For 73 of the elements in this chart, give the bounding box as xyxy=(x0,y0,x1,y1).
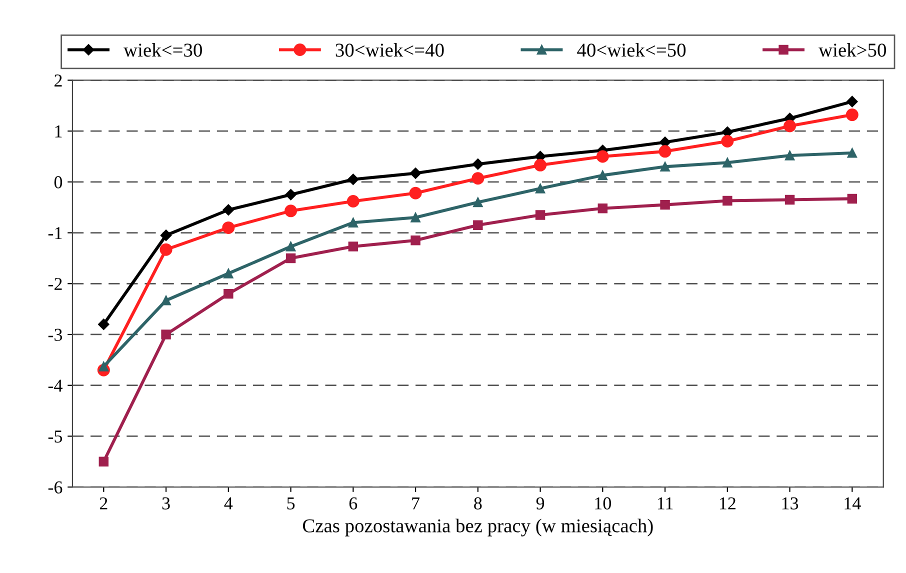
point xyxy=(98,362,109,372)
point xyxy=(784,120,796,132)
point xyxy=(473,197,483,208)
point xyxy=(658,145,672,158)
point xyxy=(409,186,422,200)
point xyxy=(598,204,608,214)
y-tick-label: -6 xyxy=(48,481,62,494)
point xyxy=(784,150,795,160)
point xyxy=(160,243,172,256)
point xyxy=(722,196,732,206)
point xyxy=(721,134,734,148)
point xyxy=(410,212,420,222)
y-tick-label: -2 xyxy=(48,278,62,290)
x-tick-label: 12 xyxy=(720,497,736,510)
point xyxy=(660,200,670,210)
point xyxy=(348,174,359,185)
x-tick-label: 10 xyxy=(595,497,612,510)
point xyxy=(473,220,483,230)
point xyxy=(348,218,358,228)
point xyxy=(410,236,420,246)
point xyxy=(472,158,484,170)
legend-label: wiek<=30 xyxy=(124,43,202,57)
x-axis-title: Czas pozostawania bez pracy (w miesiącach) xyxy=(302,518,653,536)
x-tick-label: 14 xyxy=(844,497,861,510)
x-tick-label: 5 xyxy=(287,497,295,510)
x-tick-label: 11 xyxy=(658,497,673,510)
x-tick-label: 2 xyxy=(100,497,108,510)
point xyxy=(222,221,235,234)
point xyxy=(161,330,171,340)
point xyxy=(784,194,795,205)
x-tick-label: 9 xyxy=(536,497,544,510)
point xyxy=(596,150,609,163)
point xyxy=(286,253,296,264)
x-tick-label: 6 xyxy=(349,497,358,510)
point xyxy=(660,162,670,172)
point xyxy=(846,96,858,108)
legend-label: 40<wiek<=50 xyxy=(577,43,686,57)
y-tick-label: -1 xyxy=(48,227,62,240)
x-tick-label: 3 xyxy=(162,497,170,510)
point xyxy=(160,230,172,241)
y-tick-label: -4 xyxy=(48,380,62,392)
point xyxy=(722,158,732,168)
point xyxy=(534,158,547,172)
point xyxy=(286,242,296,252)
y-tick-label: 2 xyxy=(54,74,62,86)
y-tick-label: -3 xyxy=(48,328,62,341)
legend-label: wiek>50 xyxy=(818,43,886,57)
x-tick-label: 7 xyxy=(412,497,420,510)
point xyxy=(535,184,546,194)
y-tick-label: -5 xyxy=(48,430,62,443)
y-tick-label: 0 xyxy=(54,176,62,188)
point xyxy=(846,108,858,122)
y-tick-label: 1 xyxy=(55,125,62,138)
x-tick-label: 4 xyxy=(224,497,233,510)
point xyxy=(284,204,298,218)
point xyxy=(847,194,858,204)
point xyxy=(346,195,360,208)
point xyxy=(224,288,234,299)
point xyxy=(410,168,422,179)
point xyxy=(224,268,234,278)
point xyxy=(472,172,484,185)
point xyxy=(535,210,546,220)
point xyxy=(598,170,608,180)
point xyxy=(348,242,358,252)
x-tick-label: 8 xyxy=(474,497,482,510)
point xyxy=(98,456,109,466)
point xyxy=(285,189,296,200)
point xyxy=(98,318,110,330)
point xyxy=(222,204,234,216)
legend-label: 30<wiek<=40 xyxy=(336,43,444,57)
point xyxy=(847,148,858,158)
point xyxy=(161,296,171,306)
x-tick-label: 13 xyxy=(782,497,798,510)
